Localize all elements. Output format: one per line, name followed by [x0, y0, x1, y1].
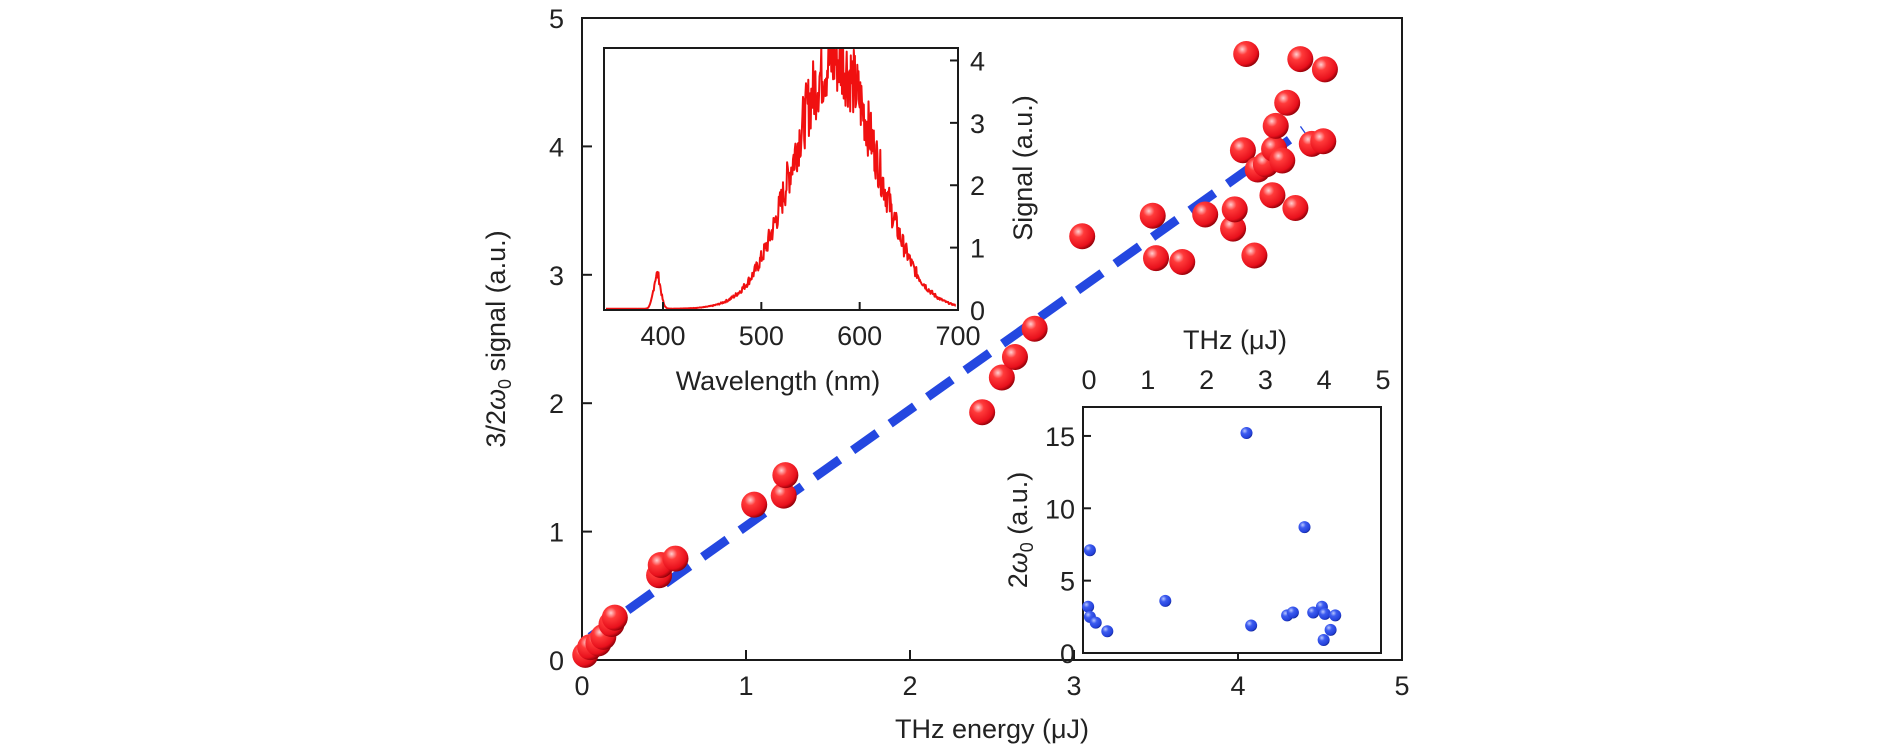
spectrum-line: [605, 47, 957, 310]
main-x-axis-title: THz energy (μJ): [895, 714, 1089, 744]
spectrum-y-axis-title: Signal (a.u.): [1008, 95, 1038, 241]
small-data-point: [1101, 625, 1114, 638]
main-data-point: [1262, 112, 1289, 139]
main-data-point: [1269, 147, 1296, 174]
small-data-point: [1318, 607, 1331, 620]
spectrum-y-tick-label: 2: [970, 171, 985, 201]
main-data-point: [1192, 201, 1219, 228]
spectrum-line-layer: [605, 47, 957, 310]
main-data-point: [1021, 315, 1048, 342]
main-data-point: [1311, 56, 1338, 83]
small-data-point: [1245, 619, 1258, 632]
small-x-axis-title: THz (μJ): [1183, 325, 1287, 355]
main-data-point: [1001, 343, 1028, 370]
main-data-point: [1220, 215, 1247, 242]
small-data-point: [1324, 623, 1337, 636]
main-data-point: [601, 604, 628, 631]
main-data-point: [1229, 137, 1256, 164]
main-data-point: [969, 399, 996, 426]
small-data-point: [1083, 544, 1096, 557]
small-y-tick-label: 15: [1045, 422, 1075, 452]
spectrum-x-axis-title: Wavelength (nm): [676, 366, 881, 396]
small-ticks: 0 1 2 3 4 5 0 5 10 15: [1045, 365, 1391, 669]
main-data-point: [1139, 202, 1166, 229]
small-x-tick-label: 0: [1081, 365, 1096, 395]
main-data-point: [741, 491, 768, 518]
small-y-tick-label: 0: [1060, 639, 1075, 669]
main-y-tick-label: 4: [549, 132, 564, 162]
main-data-point: [1274, 89, 1301, 116]
main-data-point: [772, 462, 799, 489]
main-x-tick-label: 2: [902, 671, 917, 701]
small-data-point: [1286, 606, 1299, 619]
small-data-point: [1159, 594, 1172, 607]
spectrum-x-tick-label: 500: [739, 321, 784, 351]
main-y-axis-title: 3/2ω0 signal (a.u.): [481, 230, 515, 447]
small-y-tick-label: 10: [1045, 494, 1075, 524]
main-ticks: 0 1 2 3 4 5 0 1 2 3 4 5: [549, 4, 1410, 701]
main-data-point: [662, 545, 689, 572]
main-x-tick-label: 3: [1066, 671, 1081, 701]
spectrum-inset-background: [604, 48, 958, 310]
spectrum-y-tick-label: 3: [970, 109, 985, 139]
small-data-point: [1329, 609, 1342, 622]
main-data-point: [1259, 182, 1286, 209]
small-data-point: [1317, 633, 1330, 646]
small-data-point: [1307, 606, 1320, 619]
small-x-tick-label: 2: [1199, 365, 1214, 395]
main-data-point: [1169, 248, 1196, 275]
small-data-point: [1298, 521, 1311, 534]
main-data-point: [1143, 245, 1169, 272]
small-y-tick-label: 5: [1060, 567, 1075, 597]
main-data-point: [1282, 195, 1309, 222]
small-plot-frame: [1082, 406, 1382, 654]
main-data-point: [988, 364, 1015, 391]
main-y-tick-label: 5: [549, 4, 564, 34]
spectrum-y-tick-label: 1: [970, 234, 985, 264]
main-data-point: [1221, 196, 1248, 223]
main-y-tick-label: 0: [549, 646, 564, 676]
small-points-layer: [1082, 427, 1342, 646]
main-data-point: [770, 482, 797, 509]
main-data-point: [1287, 46, 1314, 73]
spectrum-plot-frame: [603, 47, 959, 311]
small-data-point: [1089, 616, 1102, 629]
main-x-tick-label: 1: [738, 671, 753, 701]
spectrum-x-tick-label: 600: [837, 321, 882, 351]
main-fit-line: [587, 126, 1307, 641]
main-x-tick-label: 5: [1394, 671, 1409, 701]
small-x-tick-label: 3: [1258, 365, 1273, 395]
spectrum-y-tick-label: 4: [970, 46, 985, 76]
small-x-tick-label: 5: [1375, 365, 1390, 395]
main-data-point: [1233, 40, 1260, 67]
spectrum-x-tick-label: 700: [935, 321, 980, 351]
main-data-point: [1069, 223, 1096, 250]
small-data-point: [1082, 600, 1095, 613]
small-x-tick-label: 1: [1140, 365, 1155, 395]
small-y-axis-title: 2ω0 (a.u.): [1003, 472, 1037, 589]
main-data-point: [1310, 128, 1337, 155]
spectrum-x-tick-label: 400: [640, 321, 685, 351]
main-plot-frame: [581, 17, 1403, 661]
small-x-tick-label: 4: [1317, 365, 1332, 395]
main-x-tick-label: 0: [574, 671, 589, 701]
main-data-point: [1241, 242, 1268, 269]
main-y-tick-label: 2: [549, 389, 564, 419]
main-x-tick-label: 4: [1230, 671, 1245, 701]
main-fit-layer: [587, 126, 1307, 641]
main-y-tick-label: 3: [549, 261, 564, 291]
spectrum-y-tick-label: 0: [970, 296, 985, 326]
small-inset: 0 1 2 3 4 5 0 5 10 15 THz (μJ) 2ω0 (a.u.): [1003, 325, 1391, 669]
main-chart: 0 1 2 3 4 5 0 1 2 3 4 5 THz energy (μJ) 3/2ω0 signa…: [481, 4, 1410, 744]
small-data-point: [1240, 427, 1253, 440]
main-points-layer: [572, 40, 1338, 668]
main-y-tick-label: 1: [549, 518, 564, 548]
